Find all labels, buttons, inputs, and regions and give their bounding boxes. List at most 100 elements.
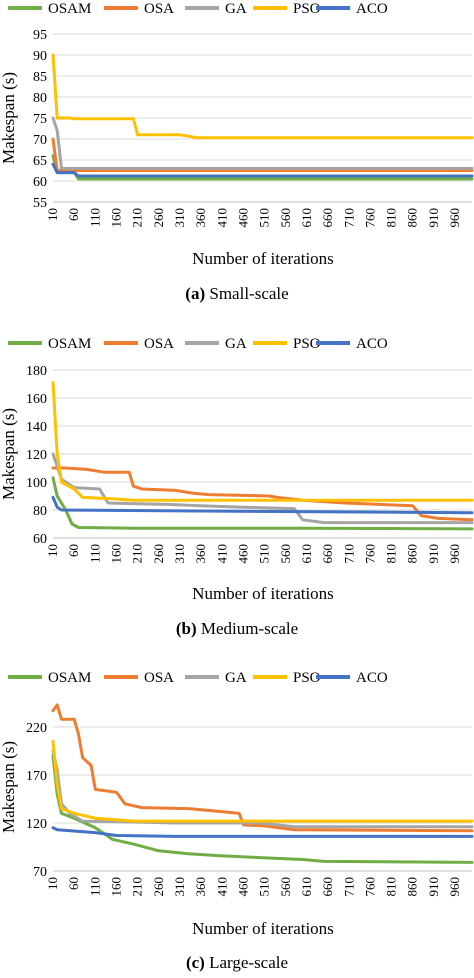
x-tick-label: 10	[45, 877, 60, 890]
chart-panel-large-scale: 70 120 170 220 10 60 110 160 210 260 310 360 410 460 5…	[0, 670, 474, 972]
x-tick-label: 210	[130, 208, 145, 228]
caption-text: Small-scale	[205, 284, 289, 303]
x-tick-label: 560	[278, 544, 293, 564]
y-tick-label: 80	[33, 504, 47, 519]
x-tick-label: 460	[235, 877, 250, 897]
x-tick-label: 10	[45, 544, 60, 557]
x-tick-label: 760	[362, 877, 377, 897]
y-tick-label: 220	[26, 721, 47, 736]
legend-label-aco: ACO	[356, 336, 388, 352]
series-line-pso	[51, 381, 474, 502]
x-tick-label: 110	[87, 208, 102, 227]
x-tick-label: 810	[384, 544, 399, 564]
x-tick-label: 510	[257, 877, 272, 897]
x-tick-label: 160	[108, 544, 123, 564]
caption-text: Medium-scale	[197, 619, 299, 638]
y-tick-label: 75	[33, 112, 47, 127]
legend-label-ga: GA	[225, 670, 247, 686]
x-tick-label: 60	[66, 877, 81, 890]
x-tick-label: 910	[426, 877, 441, 897]
y-tick-label: 100	[26, 476, 47, 491]
x-tick-label: 860	[405, 544, 420, 564]
x-tick-label: 110	[87, 877, 102, 896]
x-tick-label: 760	[362, 544, 377, 564]
x-tick-label: 110	[87, 544, 102, 563]
x-tick-label: 960	[447, 208, 462, 228]
y-axis-label: Makespan (s)	[0, 72, 18, 164]
y-tick-label: 60	[33, 532, 47, 547]
x-tick-label: 660	[320, 877, 335, 897]
series-line-osam	[51, 476, 474, 531]
legend-label-aco: ACO	[356, 670, 388, 686]
x-tick-label: 310	[172, 208, 187, 228]
x-tick-label: 560	[278, 208, 293, 228]
x-tick-label: 660	[320, 208, 335, 228]
x-tick-label: 410	[214, 877, 229, 897]
y-tick-label: 90	[33, 49, 47, 64]
x-tick-label: 360	[193, 208, 208, 228]
series-line-osa	[51, 703, 474, 833]
x-tick-label: 260	[151, 877, 166, 897]
y-tick-label: 120	[26, 448, 47, 463]
x-tick-label: 10	[45, 208, 60, 221]
y-tick-label: 70	[33, 133, 47, 148]
x-tick-label: 160	[108, 877, 123, 897]
y-tick-label: 140	[26, 420, 47, 435]
x-tick-label: 960	[447, 544, 462, 564]
legend-label-osa: OSA	[144, 1, 174, 17]
x-tick-label: 210	[130, 544, 145, 564]
legend-label-pso: PSO	[293, 1, 321, 17]
caption-letter: (b)	[176, 619, 197, 638]
x-tick-label: 810	[384, 877, 399, 897]
series-line-osam	[51, 754, 474, 864]
x-tick-label: 910	[426, 208, 441, 228]
caption-letter: (a)	[185, 284, 205, 303]
figure-caption: (b) Medium-scale	[176, 619, 298, 638]
x-tick-label: 560	[278, 877, 293, 897]
series-line-aco	[51, 826, 474, 838]
legend-label-pso: PSO	[293, 336, 321, 352]
series-line-osa	[51, 137, 474, 172]
y-tick-label: 180	[26, 364, 47, 379]
caption-text: Large-scale	[205, 953, 288, 972]
chart-panel-small-scale: 55 60 65 70 75 80 85 90 95 10 60 110 160 210 260 310 360…	[0, 1, 474, 303]
x-tick-label: 260	[151, 208, 166, 228]
series-line-aco	[51, 495, 474, 515]
legend-label-osa: OSA	[144, 336, 174, 352]
legend-label-pso: PSO	[293, 670, 321, 686]
x-axis-label: Number of iterations	[192, 919, 334, 938]
x-tick-label: 910	[426, 544, 441, 564]
x-tick-label: 610	[299, 208, 314, 228]
y-tick-label: 160	[26, 392, 47, 407]
x-tick-label: 760	[362, 208, 377, 228]
series-line-osa	[51, 466, 474, 522]
x-tick-label: 160	[108, 208, 123, 228]
series-line-ga	[51, 749, 474, 829]
y-tick-label: 55	[33, 196, 47, 211]
x-tick-label: 710	[341, 544, 356, 564]
x-tick-label: 360	[193, 544, 208, 564]
x-tick-label: 210	[130, 877, 145, 897]
series-line-pso	[51, 739, 474, 823]
x-tick-label: 260	[151, 544, 166, 564]
x-tick-label: 860	[405, 877, 420, 897]
y-tick-label: 80	[33, 91, 47, 106]
x-axis-label: Number of iterations	[192, 584, 334, 603]
x-tick-label: 410	[214, 208, 229, 228]
caption-letter: (c)	[186, 953, 205, 972]
figure-caption: (a) Small-scale	[185, 284, 288, 303]
legend-label-ga: GA	[225, 1, 247, 17]
y-tick-label: 60	[33, 175, 47, 190]
y-tick-label: 85	[33, 70, 47, 85]
x-tick-label: 410	[214, 544, 229, 564]
x-tick-label: 710	[341, 208, 356, 228]
x-tick-label: 960	[447, 877, 462, 897]
legend-label-osam: OSAM	[48, 670, 91, 686]
x-tick-label: 660	[320, 544, 335, 564]
x-tick-label: 610	[299, 877, 314, 897]
legend-label-aco: ACO	[356, 1, 388, 17]
y-tick-label: 120	[26, 817, 47, 832]
